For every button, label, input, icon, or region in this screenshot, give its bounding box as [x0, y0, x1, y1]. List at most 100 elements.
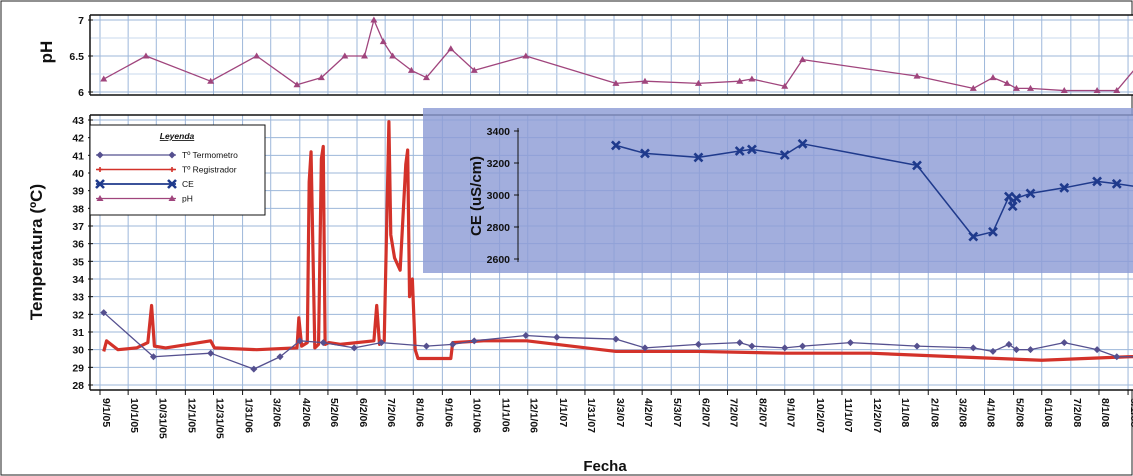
ph-gridlines	[90, 15, 1133, 95]
ce-y-tick-label: 3200	[487, 158, 511, 170]
temperature-y-tick-label: 36	[72, 239, 84, 251]
x-tick-label: 9/1/07	[785, 398, 797, 427]
legend-swatch-marker	[96, 195, 104, 201]
termometro-data-point	[612, 335, 620, 343]
ph-data-point	[612, 79, 620, 86]
temperature-y-tick-label: 31	[72, 327, 84, 339]
x-tick-label: 1/1/07	[557, 398, 569, 427]
temperature-y-tick-label: 32	[72, 309, 84, 321]
ph-data-point	[1003, 79, 1011, 86]
ph-data-point	[317, 74, 325, 81]
x-tick-label: 2/1/08	[928, 398, 940, 427]
temperature-y-tick-label: 40	[72, 168, 84, 180]
ce-data-point	[1092, 176, 1103, 187]
temperature-y-tick-label: 33	[72, 292, 84, 304]
x-tick-label: 12/2/07	[871, 398, 883, 433]
temperature-y-axis-label: Temperatura (ºC)	[27, 184, 46, 320]
legend-swatch-marker	[95, 179, 105, 189]
ce-data-point	[746, 144, 757, 155]
ph-y-tick-label: 6	[78, 87, 84, 99]
ph-y-tick-labels: 66.57	[69, 15, 93, 99]
ph-data-point	[470, 66, 478, 73]
legend-swatch-marker	[168, 151, 176, 159]
ph-series-group	[100, 16, 1133, 94]
ce-data-point	[1007, 201, 1018, 212]
temperature-y-tick-label: 34	[72, 274, 84, 286]
temperature-y-tick-labels: 28 29 30 31 32 33 34 35 36 37 38 39 40 41 42 43	[72, 115, 93, 392]
x-tick-label: 9/1/05	[100, 398, 112, 427]
termometro-data-point	[276, 353, 284, 361]
termometro-data-point	[1113, 353, 1121, 361]
x-tick-label: 5/2/08	[1014, 398, 1026, 427]
ce-y-tick-label: 3400	[487, 126, 511, 138]
termometro-data-point	[969, 344, 977, 352]
ce-y-axis-label: CE (uS/cm)	[468, 156, 485, 236]
ce-data-point	[1059, 182, 1070, 193]
termometro-data-point	[799, 342, 807, 350]
termometro-data-point	[553, 333, 561, 341]
x-tick-label: 8/2/07	[757, 398, 769, 427]
x-tick-label: 12/1/06	[528, 398, 540, 433]
ph-data-point	[913, 72, 921, 79]
x-tick-label: 5/2/06	[328, 398, 340, 427]
legend-swatch-marker	[167, 179, 177, 189]
ce-data-point	[797, 138, 808, 149]
ph-data-point	[142, 52, 150, 59]
legend-swatch-marker	[97, 167, 103, 172]
ph-data-point	[748, 75, 756, 82]
temperature-y-tick-label: 39	[72, 186, 84, 198]
x-tick-label: 3/3/07	[614, 398, 626, 427]
ce-data-point	[988, 226, 998, 237]
legend-entry-label: CE	[182, 179, 194, 189]
ph-data-point	[799, 56, 807, 63]
ce-data-point	[610, 140, 621, 151]
ce-y-tick-label: 2800	[487, 222, 511, 234]
termometro-data-point	[913, 342, 921, 350]
termometro-data-point	[296, 337, 304, 345]
ph-data-point	[1093, 87, 1101, 94]
ce-inset-background	[423, 108, 1133, 273]
termometro-data-point	[250, 365, 258, 373]
ph-data-point	[370, 16, 378, 23]
x-tick-label: 11/1/06	[500, 398, 512, 433]
ce-y-tick-label: 3000	[487, 190, 511, 202]
legend-swatch-marker	[169, 167, 175, 172]
ph-data-point	[989, 74, 997, 81]
temperature-y-tick-label: 41	[72, 150, 84, 162]
legend-entry-label: Tº Registrador	[182, 165, 237, 175]
ph-data-point	[100, 75, 108, 82]
ph-y-tick-label: 7	[78, 15, 84, 27]
ce-data-point	[1111, 178, 1122, 189]
ph-data-point	[207, 77, 215, 84]
temperature-y-tick-label: 28	[72, 380, 84, 392]
termometro-data-point	[319, 339, 327, 347]
ph-data-point	[389, 52, 397, 59]
ce-data-point	[968, 231, 979, 242]
x-tick-label: 1/31/07	[585, 398, 597, 433]
termometro-data-point	[149, 353, 157, 361]
temperature-series-group	[100, 120, 1133, 373]
temperature-y-tick-label: 38	[72, 203, 84, 215]
x-tick-label: 4/2/07	[642, 398, 654, 427]
ph-y-tick-label: 6.5	[69, 51, 84, 63]
legend-items: Tº Termometro Tº Registrador CE pH	[95, 150, 238, 204]
ce-data-point	[1011, 193, 1022, 204]
ce-data-point	[693, 152, 704, 163]
x-tick-label: 10/1/05	[128, 398, 140, 433]
ph-plot-area	[90, 15, 1133, 95]
x-tick-label: 11/1/07	[842, 398, 854, 433]
ce-y-tick-label: 2600	[487, 254, 511, 266]
termometro-data-point	[100, 309, 108, 317]
ce-series-line	[615, 143, 1133, 238]
x-tick-label: 1/1/08	[899, 398, 911, 427]
ce-inset: 2600 2800 3000 3200 3400 CE (uS/cm)	[423, 108, 1133, 273]
ce-data-point	[779, 150, 790, 160]
x-axis-label: Fecha	[583, 458, 627, 475]
ph-data-point	[293, 81, 301, 88]
x-tick-label: 9/1/06	[442, 398, 454, 427]
termometro-data-point	[422, 342, 430, 350]
termometro-data-point	[989, 347, 997, 355]
ph-data-point	[694, 79, 702, 86]
ph-data-point	[379, 38, 387, 45]
